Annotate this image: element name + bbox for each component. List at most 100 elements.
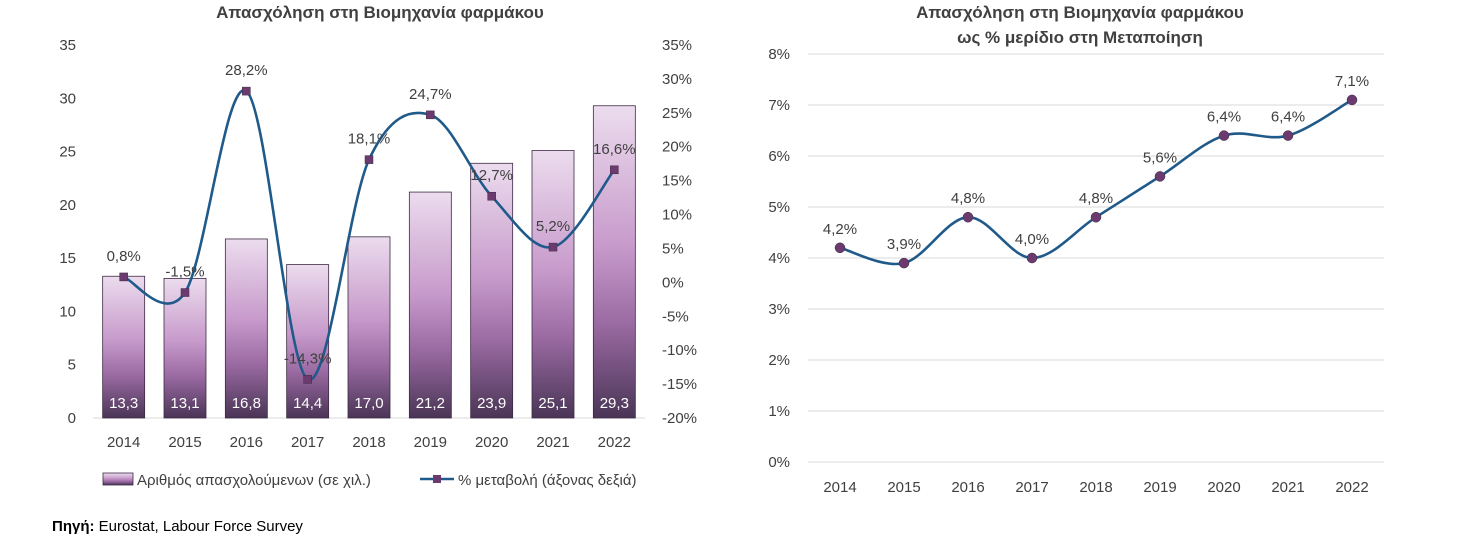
line-data-label: 4,0%	[1015, 231, 1049, 248]
y2-tick-label: 15%	[662, 173, 692, 190]
legend-line-marker	[433, 475, 441, 483]
line-data-label: 5,2%	[536, 218, 570, 235]
line-marker	[898, 257, 910, 269]
x-tick-label: 2020	[475, 434, 508, 451]
source-label: Πηγή:	[52, 518, 95, 535]
x-tick-label: 2017	[291, 434, 324, 451]
line-data-label: 16,6%	[593, 141, 636, 158]
line-marker	[364, 155, 374, 164]
y-tick-label: 0%	[768, 454, 790, 471]
chart-title: Απασχόληση στη Βιομηχανία φαρμάκου	[216, 3, 544, 22]
y-tick-label: 15	[59, 250, 76, 267]
y-tick-label: 5	[68, 357, 76, 374]
line-data-label: 4,2%	[823, 221, 857, 238]
legend-bar-label: Αριθμός απασχολούμενων (σε χιλ.)	[137, 472, 371, 489]
line-marker	[426, 110, 435, 120]
x-tick-label: 2016	[951, 479, 984, 496]
bar-data-label: 13,1	[170, 395, 199, 412]
line-marker	[1154, 171, 1166, 182]
line-data-label: 24,7%	[409, 86, 452, 103]
y2-tick-label: 10%	[662, 207, 692, 224]
x-tick-label: 2022	[598, 434, 631, 451]
bar	[470, 162, 514, 419]
x-tick-label: 2017	[1015, 479, 1048, 496]
bar-data-label: 23,9	[477, 395, 506, 412]
bar	[592, 105, 636, 419]
y2-tick-label: 0%	[662, 274, 684, 291]
line-marker	[834, 242, 846, 254]
bar	[347, 236, 391, 419]
line-data-label: 0,8%	[107, 248, 141, 265]
x-tick-label: 2020	[1207, 479, 1240, 496]
bar-data-label: 21,2	[416, 395, 445, 412]
line-marker	[1218, 130, 1230, 141]
y-tick-label: 10	[59, 303, 76, 320]
chart-title: Απασχόληση στη Βιομηχανία φαρμάκου	[916, 3, 1244, 22]
y-tick-label: 8%	[768, 46, 790, 63]
y-tick-label: 20	[59, 197, 76, 214]
line-data-label: 4,8%	[1079, 190, 1113, 207]
y-tick-label: 2%	[768, 352, 790, 369]
bar-data-label: 14,4	[293, 395, 322, 412]
y-tick-label: 5%	[768, 199, 790, 216]
bar-data-label: 25,1	[538, 395, 567, 412]
line-data-label: 5,6%	[1143, 149, 1177, 166]
y2-tick-label: 35%	[662, 37, 692, 54]
y-tick-label: 3%	[768, 301, 790, 318]
bar	[408, 191, 452, 419]
line-data-label: -1,5%	[165, 264, 204, 281]
source-text: Eurostat, Labour Force Survey	[94, 518, 303, 535]
line-marker	[303, 375, 312, 384]
line-marker	[242, 86, 251, 96]
bar-data-label: 13,3	[109, 395, 138, 412]
x-tick-label: 2021	[1271, 479, 1304, 496]
y-tick-label: 35	[59, 37, 76, 54]
bar	[102, 275, 146, 419]
y2-tick-label: 20%	[662, 139, 692, 156]
line-marker	[1282, 130, 1294, 141]
x-tick-label: 2021	[536, 434, 569, 451]
y-tick-label: 6%	[768, 148, 790, 165]
y2-tick-label: -10%	[662, 342, 697, 359]
y2-tick-label: 30%	[662, 71, 692, 88]
x-tick-label: 2015	[887, 479, 920, 496]
change-line	[123, 89, 616, 381]
bar	[224, 238, 268, 419]
line-data-label: 3,9%	[887, 236, 921, 253]
x-tick-label: 2014	[107, 434, 140, 451]
line-marker	[180, 288, 190, 297]
y-tick-label: 0	[68, 410, 76, 427]
line-marker	[487, 191, 496, 201]
line-data-label: -14,3%	[284, 350, 332, 367]
chart-subtitle: ως % μερίδιο στη Μεταποίηση	[957, 28, 1203, 47]
bar-data-label: 29,3	[600, 395, 629, 412]
x-tick-label: 2015	[168, 434, 201, 451]
employment-combo-chart-svg: Απασχόληση στη Βιομηχανία φαρμάκου 0 5 10 15…	[59, 3, 697, 489]
y-tick-label: 30	[59, 90, 76, 107]
line-marker	[1090, 211, 1102, 223]
x-tick-label: 2019	[414, 434, 447, 451]
line-marker	[962, 211, 974, 223]
line-data-label: 4,8%	[951, 190, 985, 207]
line-marker	[1026, 252, 1038, 264]
line-marker	[1346, 94, 1358, 106]
y2-tick-label: 25%	[662, 105, 692, 122]
x-tick-label: 2019	[1143, 479, 1176, 496]
line-marker	[610, 165, 619, 175]
y-tick-label: 4%	[768, 250, 790, 267]
x-tick-label: 2018	[352, 434, 385, 451]
bar-data-label: 17,0	[354, 395, 383, 412]
share-line-chart-svg: Απασχόληση στη Βιομηχανία φαρμάκου ως % μ…	[768, 3, 1384, 496]
x-tick-label: 2022	[1335, 479, 1368, 496]
y2-tick-label: 5%	[662, 240, 684, 257]
bar	[531, 150, 575, 419]
share-line-chart: Απασχόληση στη Βιομηχανία φαρμάκου ως % μ…	[700, 0, 1483, 510]
y2-tick-label: -5%	[662, 308, 689, 325]
y-tick-label: 25	[59, 144, 76, 161]
y2-tick-label: -20%	[662, 410, 697, 427]
x-tick-label: 2018	[1079, 479, 1112, 496]
legend-bar-swatch	[102, 472, 134, 486]
y-tick-label: 1%	[768, 403, 790, 420]
line-data-label: 6,4%	[1271, 109, 1305, 126]
line-marker	[119, 272, 128, 282]
